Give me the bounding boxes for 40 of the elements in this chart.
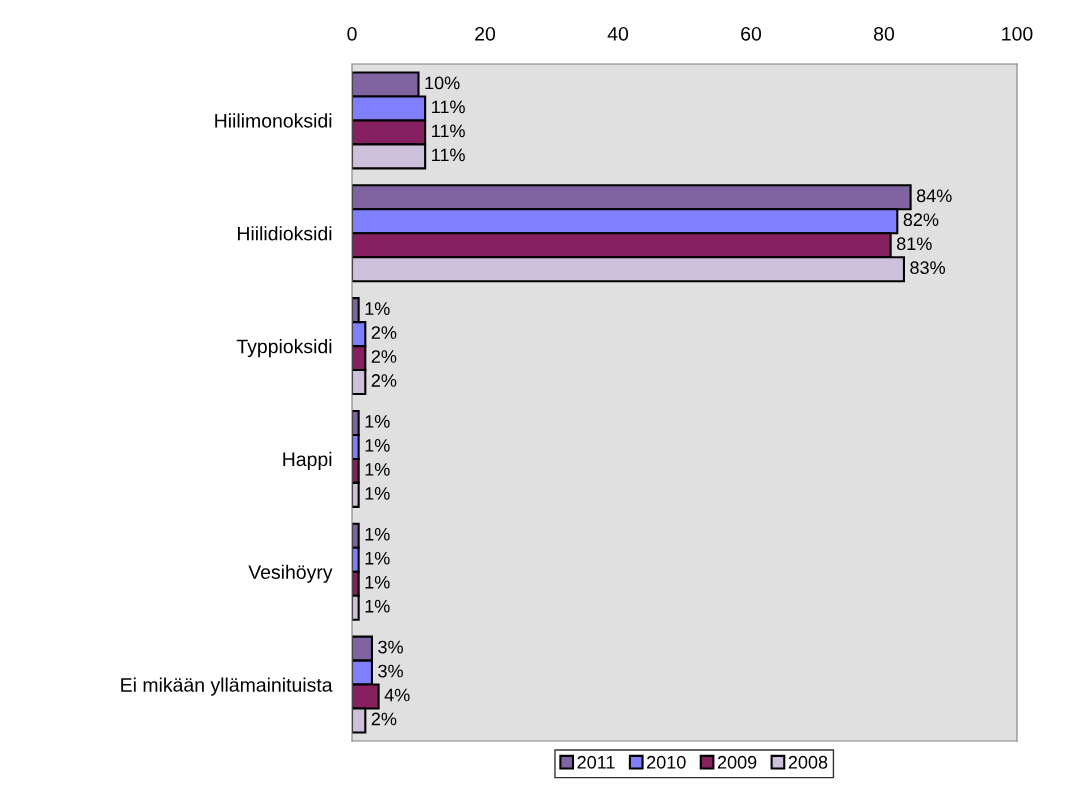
data-label: 10% [425, 76, 460, 90]
data-label: 1% [365, 487, 390, 500]
data-label: 1% [365, 599, 390, 613]
data-label: 4% [384, 688, 410, 702]
y-tick-label: Typpioksidi [236, 339, 332, 358]
data-label: 82% [903, 213, 939, 227]
legend-label: 2010 [647, 755, 686, 769]
data-label: 11% [432, 100, 465, 114]
data-label: 1% [365, 302, 390, 315]
legend-label: 2009 [717, 755, 757, 769]
y-tick-label: Happi [283, 451, 332, 470]
data-label: 1% [365, 575, 390, 589]
y-tick-label: Ei mikään yllämainituista [121, 677, 333, 696]
data-label: 3% [378, 664, 403, 678]
y-tick-label: Vesihöyry [248, 564, 333, 583]
data-label: 3% [378, 640, 403, 654]
data-label: 2% [371, 326, 397, 339]
data-label: 1% [365, 463, 390, 476]
data-label: 84% [916, 189, 952, 203]
x-tick-label: 40 [607, 26, 629, 41]
data-label: 11% [432, 148, 465, 162]
x-tick-label: 0 [347, 26, 357, 41]
x-tick-label: 80 [874, 26, 895, 41]
data-label: 2% [371, 712, 397, 726]
y-tick-label: Hiilimonoksidi [215, 113, 332, 128]
data-label: 1% [365, 415, 390, 428]
data-label: 1% [365, 551, 390, 565]
y-tick-label: Hiilidioksidi [237, 226, 332, 241]
x-tick-label: 100 [1002, 26, 1033, 41]
data-label: 81% [896, 237, 932, 251]
data-label: 11% [432, 124, 465, 138]
legend-label: 2008 [788, 755, 828, 769]
legend-label: 2011 [577, 755, 615, 769]
data-label: 1% [365, 439, 390, 452]
x-tick-label: 60 [741, 26, 762, 41]
data-label: 83% [910, 261, 945, 275]
x-tick-label: 20 [475, 26, 496, 41]
data-label: 2% [371, 350, 397, 363]
data-label: 1% [365, 527, 390, 541]
data-label: 2% [371, 374, 397, 387]
